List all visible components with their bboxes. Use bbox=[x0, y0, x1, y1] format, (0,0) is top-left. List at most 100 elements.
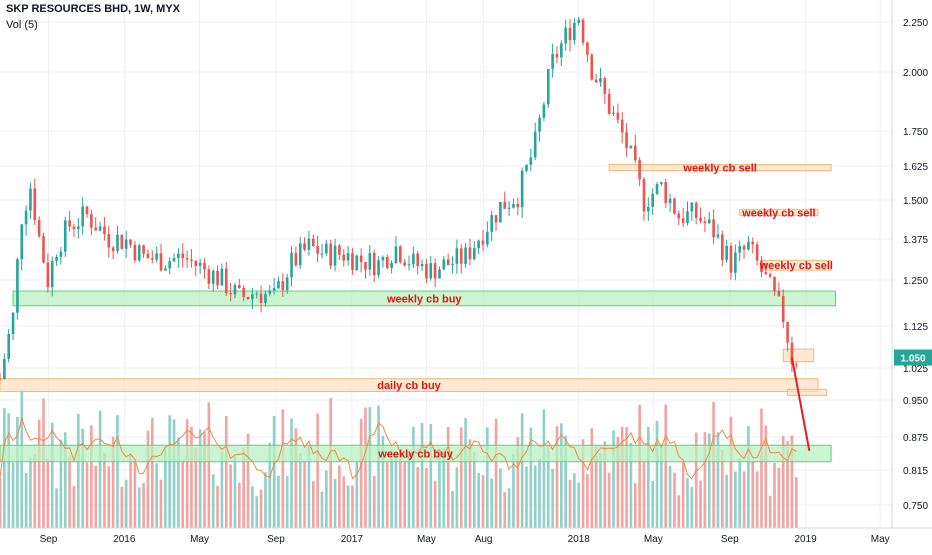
volume-bar bbox=[381, 435, 385, 528]
candle-body bbox=[673, 198, 676, 214]
volume-bar bbox=[681, 460, 685, 528]
volume-bar bbox=[560, 423, 563, 528]
zone-label: weekly cb buy bbox=[377, 449, 453, 461]
volume-bar bbox=[24, 472, 28, 528]
y-tick-label: 2.250 bbox=[903, 18, 928, 29]
candle-body bbox=[59, 251, 63, 257]
candle-body bbox=[116, 234, 119, 252]
candle-body bbox=[77, 226, 80, 229]
volume-bar bbox=[568, 479, 572, 528]
volume-bar bbox=[133, 461, 137, 528]
volume-bar bbox=[725, 474, 728, 528]
candle-body bbox=[255, 293, 259, 295]
volume-bar bbox=[7, 413, 11, 528]
candle-body bbox=[490, 215, 493, 232]
candle-body bbox=[507, 207, 511, 209]
y-tick-label: 2.000 bbox=[903, 68, 928, 79]
candle-body bbox=[316, 245, 319, 254]
volume-bar bbox=[738, 458, 742, 528]
sell-zone bbox=[787, 388, 828, 396]
volume-bar bbox=[63, 432, 67, 528]
volume-bar bbox=[298, 453, 302, 528]
volume-bar bbox=[394, 456, 398, 528]
candle-body bbox=[325, 243, 328, 254]
volume-ma-line bbox=[0, 416, 797, 480]
volume-bar bbox=[555, 426, 559, 528]
candle-body bbox=[499, 201, 502, 223]
volume-bar bbox=[620, 426, 624, 528]
volume-bar bbox=[33, 454, 37, 528]
buy-zone bbox=[0, 444, 832, 463]
volume-bar bbox=[329, 397, 332, 528]
candle-body bbox=[720, 234, 724, 260]
volume-bar bbox=[633, 483, 637, 528]
candle-body bbox=[747, 241, 750, 250]
volume-bar bbox=[573, 473, 576, 528]
candle-body bbox=[616, 112, 620, 120]
candle-body bbox=[612, 112, 615, 115]
candle-body bbox=[599, 78, 602, 83]
volume-bar bbox=[472, 452, 476, 528]
volume-bar bbox=[660, 444, 663, 528]
volume-bar bbox=[264, 472, 267, 528]
candle-body bbox=[368, 253, 372, 270]
volume-bar bbox=[94, 466, 98, 528]
candle-body bbox=[394, 246, 398, 263]
candle-body bbox=[107, 234, 111, 248]
volume-bar bbox=[603, 441, 607, 528]
volume-bar bbox=[768, 495, 772, 528]
x-tick-label: Sep bbox=[40, 534, 58, 545]
candle-body bbox=[381, 257, 385, 261]
volume-bar bbox=[468, 439, 472, 528]
volume-bar bbox=[638, 404, 641, 528]
volume-bar bbox=[285, 476, 289, 528]
volume-bar bbox=[464, 418, 467, 528]
volume-bar bbox=[734, 471, 737, 528]
candle-body bbox=[503, 201, 507, 209]
volume-bar bbox=[272, 416, 276, 528]
volume-bar bbox=[303, 460, 306, 528]
candle-body bbox=[590, 54, 594, 80]
candle-body bbox=[277, 281, 280, 289]
candle-body bbox=[573, 22, 576, 41]
projection-arrow bbox=[790, 357, 811, 451]
volume-bar bbox=[786, 441, 789, 528]
volume-bar bbox=[342, 476, 346, 528]
x-tick-label: Sep bbox=[721, 534, 739, 545]
candle-body bbox=[633, 145, 637, 161]
volume-bar bbox=[116, 415, 119, 528]
candle-body bbox=[33, 188, 37, 220]
volume-bar bbox=[490, 478, 493, 528]
candle-body bbox=[298, 243, 302, 266]
candle-body bbox=[777, 290, 781, 296]
candle-body bbox=[664, 182, 668, 204]
x-tick-label: May bbox=[417, 534, 436, 545]
volume-bar bbox=[542, 409, 546, 528]
volume-bar bbox=[455, 467, 459, 528]
candle-body bbox=[594, 79, 598, 83]
volume-bar bbox=[499, 468, 502, 528]
candle-body bbox=[568, 27, 572, 41]
candle-body bbox=[50, 260, 54, 288]
volume-bar bbox=[446, 427, 450, 528]
x-tick-label: 2017 bbox=[341, 534, 364, 545]
candle-body bbox=[459, 248, 463, 264]
candle-body bbox=[85, 206, 89, 215]
volume-bar bbox=[390, 449, 393, 528]
volume-bar bbox=[442, 448, 446, 528]
volume-bar bbox=[459, 427, 463, 528]
volume-bar bbox=[642, 461, 646, 528]
candle-body bbox=[555, 53, 559, 58]
candle-body bbox=[346, 253, 350, 261]
candle-body bbox=[651, 193, 654, 207]
volume-bar bbox=[311, 481, 315, 528]
candle-body bbox=[433, 263, 437, 279]
candle-body bbox=[620, 119, 624, 133]
volume-bar bbox=[747, 426, 750, 528]
volume-bar bbox=[668, 465, 672, 528]
candle-body bbox=[146, 253, 150, 259]
volume-bar bbox=[590, 428, 594, 528]
candle-body bbox=[233, 284, 237, 295]
candle-body bbox=[699, 217, 702, 222]
